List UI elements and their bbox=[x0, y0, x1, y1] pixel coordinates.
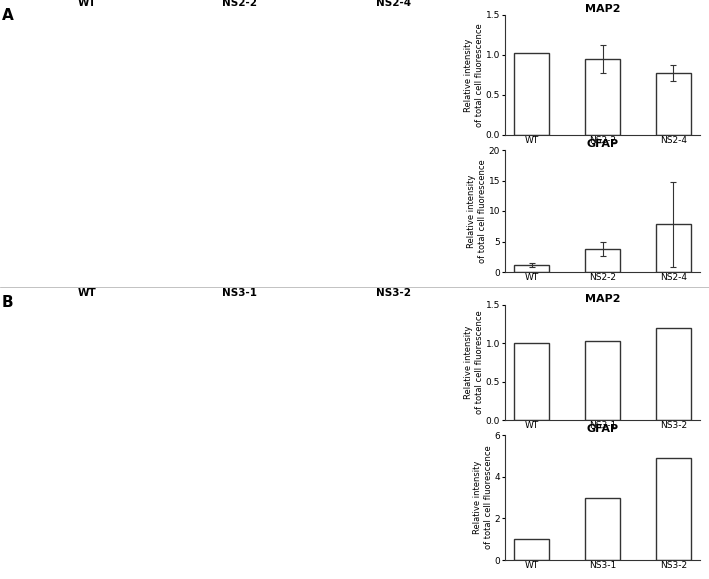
Bar bbox=[514, 343, 549, 420]
Bar bbox=[585, 249, 620, 272]
Text: MAP2  DAPI: MAP2 DAPI bbox=[4, 48, 13, 97]
Title: MAP2: MAP2 bbox=[585, 294, 620, 304]
Bar bbox=[656, 458, 691, 560]
Y-axis label: Relative intensity
of total cell fluorescence: Relative intensity of total cell fluores… bbox=[464, 310, 484, 415]
Bar bbox=[656, 74, 691, 135]
Text: WT: WT bbox=[77, 288, 96, 298]
Text: NS2-2: NS2-2 bbox=[223, 0, 257, 8]
Text: MAP2  DAPI: MAP2 DAPI bbox=[4, 338, 13, 387]
Title: GFAP: GFAP bbox=[586, 424, 618, 434]
Bar bbox=[585, 497, 620, 560]
Text: WT: WT bbox=[77, 0, 96, 8]
Bar bbox=[514, 53, 549, 135]
Text: NS2-4: NS2-4 bbox=[376, 0, 411, 8]
Bar bbox=[656, 225, 691, 272]
Text: GFAP  DAPI: GFAP DAPI bbox=[4, 187, 13, 234]
Title: GFAP: GFAP bbox=[586, 139, 618, 149]
Y-axis label: Relative intensity
of total cell fluorescence: Relative intensity of total cell fluores… bbox=[467, 159, 487, 263]
Bar bbox=[514, 539, 549, 560]
Y-axis label: Relative intensity
of total cell fluorescence: Relative intensity of total cell fluores… bbox=[464, 23, 484, 127]
Bar bbox=[585, 59, 620, 135]
Text: NS3-2: NS3-2 bbox=[376, 288, 411, 298]
Text: GFAP  DAPI: GFAP DAPI bbox=[4, 477, 13, 524]
Text: B: B bbox=[2, 295, 13, 310]
Text: A: A bbox=[2, 8, 13, 23]
Bar bbox=[514, 265, 549, 272]
Y-axis label: Relative intensity
of total cell fluorescence: Relative intensity of total cell fluores… bbox=[473, 446, 493, 549]
Title: MAP2: MAP2 bbox=[585, 4, 620, 14]
Bar bbox=[585, 341, 620, 420]
Text: NS3-1: NS3-1 bbox=[223, 288, 257, 298]
Bar bbox=[656, 328, 691, 420]
